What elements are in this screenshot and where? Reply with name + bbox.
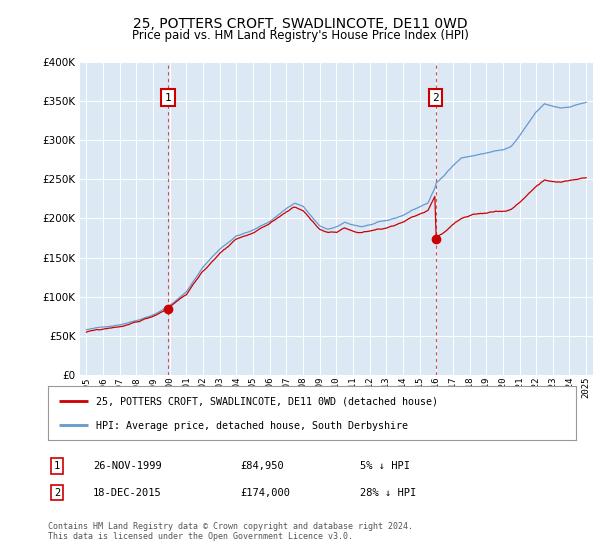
Text: HPI: Average price, detached house, South Derbyshire: HPI: Average price, detached house, Sout… bbox=[95, 421, 407, 431]
Text: 1: 1 bbox=[165, 92, 172, 102]
Text: Price paid vs. HM Land Registry's House Price Index (HPI): Price paid vs. HM Land Registry's House … bbox=[131, 29, 469, 42]
Text: £84,950: £84,950 bbox=[240, 461, 284, 471]
Text: 2: 2 bbox=[54, 488, 60, 498]
Text: 28% ↓ HPI: 28% ↓ HPI bbox=[360, 488, 416, 498]
Text: 5% ↓ HPI: 5% ↓ HPI bbox=[360, 461, 410, 471]
Text: 25, POTTERS CROFT, SWADLINCOTE, DE11 0WD: 25, POTTERS CROFT, SWADLINCOTE, DE11 0WD bbox=[133, 17, 467, 31]
Text: 26-NOV-1999: 26-NOV-1999 bbox=[93, 461, 162, 471]
Text: 18-DEC-2015: 18-DEC-2015 bbox=[93, 488, 162, 498]
Text: 2: 2 bbox=[432, 92, 439, 102]
Text: Contains HM Land Registry data © Crown copyright and database right 2024.
This d: Contains HM Land Registry data © Crown c… bbox=[48, 522, 413, 542]
Text: 25, POTTERS CROFT, SWADLINCOTE, DE11 0WD (detached house): 25, POTTERS CROFT, SWADLINCOTE, DE11 0WD… bbox=[95, 396, 437, 407]
Text: £174,000: £174,000 bbox=[240, 488, 290, 498]
Text: 1: 1 bbox=[54, 461, 60, 471]
